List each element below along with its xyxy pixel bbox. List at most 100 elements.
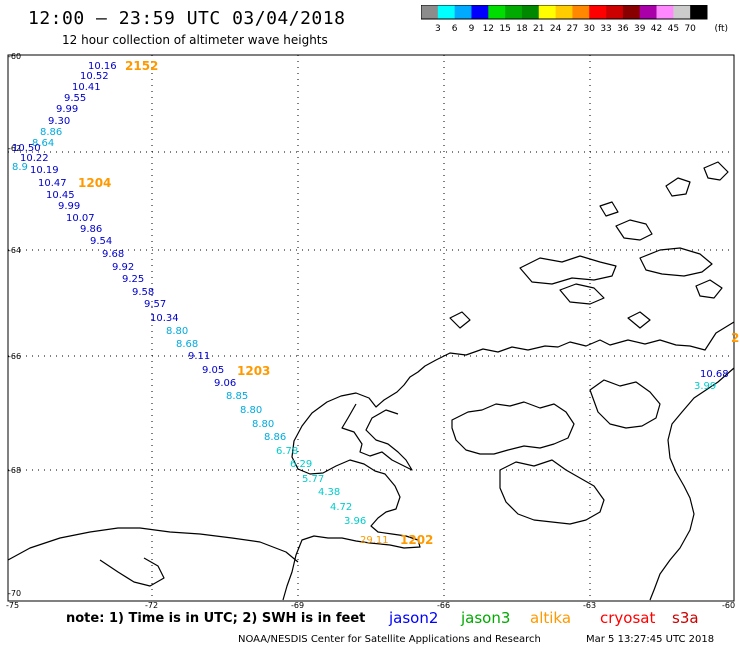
colorbar-label: 39 (634, 24, 646, 34)
interior-contour-2 (499, 459, 605, 525)
interior-contour-1 (451, 401, 575, 455)
colorbar-swatch (639, 5, 657, 19)
longitude-labels: -75 -72 -69 -66 -63 -60 (6, 601, 735, 610)
measurement-label: 9.99 (56, 104, 78, 115)
colorbar-label: 24 (550, 24, 562, 34)
island-7 (449, 311, 471, 329)
colorbar-swatch (690, 5, 708, 19)
island-4 (615, 219, 653, 241)
colorbar-label: 45 (668, 24, 679, 34)
pass-labels: 2152 1204 1203 1202 2 (78, 59, 739, 547)
measurement-label: 10.19 (30, 165, 59, 176)
measurement-label: 8.9 (12, 162, 28, 173)
colorbar-swatches (421, 5, 708, 20)
page-subtitle: 12 hour collection of altimeter wave hei… (62, 33, 328, 47)
measurement-label: 8.85 (226, 391, 248, 402)
colorbar-label: 33 (600, 24, 611, 34)
wave-height-measurements: 10.16 10.52 10.41 9.55 9.99 9.30 8.86 8.… (12, 61, 729, 546)
page-title: 12:00 – 23:59 UTC 03/04/2018 (28, 8, 346, 29)
measurement-label: 10.16 (88, 61, 117, 72)
measurement-label: 9.86 (80, 224, 102, 235)
footnote: note: 1) Time is in UTC; 2) SWH is in fe… (66, 611, 366, 626)
measurement-label: 3.96 (344, 516, 366, 527)
pass-label: 1203 (237, 364, 270, 378)
measurement-label: 9.06 (214, 378, 236, 389)
measurement-label: 8.80 (166, 326, 188, 337)
measurement-label: 10.50 (12, 143, 41, 154)
measurement-label: 10.68 (700, 369, 729, 380)
colorbar-label: 27 (567, 24, 578, 34)
colorbar-swatch (622, 5, 640, 19)
legend-jason2: jason2 (389, 609, 439, 627)
measurement-label: 9.05 (202, 365, 224, 376)
antarctic-peninsula-coast (282, 321, 735, 601)
lon-label: -63 (583, 601, 596, 610)
map-frame (7, 54, 735, 602)
measurement-label: 9.92 (112, 262, 134, 273)
measurement-label: 8.86 (40, 127, 62, 138)
colorbar-swatch (421, 5, 439, 19)
colorbar-label: 12 (483, 24, 494, 34)
island-2 (639, 247, 713, 277)
island-3 (559, 283, 605, 305)
measurement-label: 10.45 (46, 190, 75, 201)
measurement-label: 6.29 (290, 459, 312, 470)
colorbar-label: 70 (684, 24, 696, 34)
inner-coast-detail (341, 403, 413, 471)
colorbar-swatch (572, 5, 590, 19)
measurement-label: 8.86 (264, 432, 286, 443)
measurement-label: 10.41 (72, 82, 101, 93)
colorbar-label: 9 (469, 24, 475, 34)
island-10 (695, 279, 723, 299)
measurement-label: 9.25 (122, 274, 144, 285)
colorbar-label: 30 (584, 24, 596, 34)
colorbar-swatch (555, 5, 573, 19)
pass-label: 1204 (78, 176, 111, 190)
colorbar-swatch (606, 5, 624, 19)
island-6 (703, 161, 729, 181)
lon-label: -69 (291, 601, 304, 610)
pass-label: 1202 (400, 533, 433, 547)
lat-label: -68 (8, 466, 21, 475)
measurement-label: 8.80 (252, 419, 274, 430)
measurement-label: 8.64 (32, 138, 54, 149)
colorbar-swatch (488, 5, 506, 19)
colorbar-swatch (538, 5, 556, 19)
generated-timestamp: Mar 5 13:27:45 UTC 2018 (586, 634, 715, 645)
measurement-label: 10.52 (80, 71, 109, 82)
colorbar-unit: (ft) (714, 24, 728, 34)
lat-label: -62 (8, 144, 21, 153)
lon-label: -72 (145, 601, 158, 610)
measurement-label: 9.55 (64, 93, 86, 104)
colorbar-label: 42 (651, 24, 662, 34)
lat-label: -66 (8, 352, 21, 361)
alexander-island (7, 527, 299, 563)
colorbar-swatch (521, 5, 540, 19)
colorbar-swatch (673, 5, 691, 19)
measurement-label: 9.57 (144, 299, 166, 310)
legend-s3a: s3a (672, 609, 699, 627)
island-9 (627, 311, 651, 329)
colorbar-label: 21 (533, 24, 544, 34)
measurement-label: 8.80 (240, 405, 262, 416)
wave-height-colorbar: 3 6 9 12 15 18 21 24 27 30 33 36 39 42 45 70 (ft) (421, 5, 728, 34)
interior-contour-3 (589, 379, 661, 429)
measurement-label: 9.58 (132, 287, 154, 298)
pass-label: 2 (731, 331, 739, 345)
legend-cryosat: cryosat (600, 609, 656, 627)
legend-altika: altika (530, 609, 572, 627)
colorbar-label: 18 (516, 24, 528, 34)
measurement-label: 10.07 (66, 213, 95, 224)
measurement-label: 5.77 (302, 474, 324, 485)
measurement-label: 4.72 (330, 502, 352, 513)
peninsula-east-coast (649, 367, 735, 601)
colorbar-label: 6 (452, 24, 458, 34)
measurement-label: 9.99 (58, 201, 80, 212)
island-8 (599, 201, 619, 217)
colorbar-label: 36 (617, 24, 629, 34)
lat-label: -70 (8, 589, 21, 598)
colorbar-frame (421, 5, 708, 20)
lon-label: -66 (437, 601, 450, 610)
lat-label: -64 (8, 246, 21, 255)
